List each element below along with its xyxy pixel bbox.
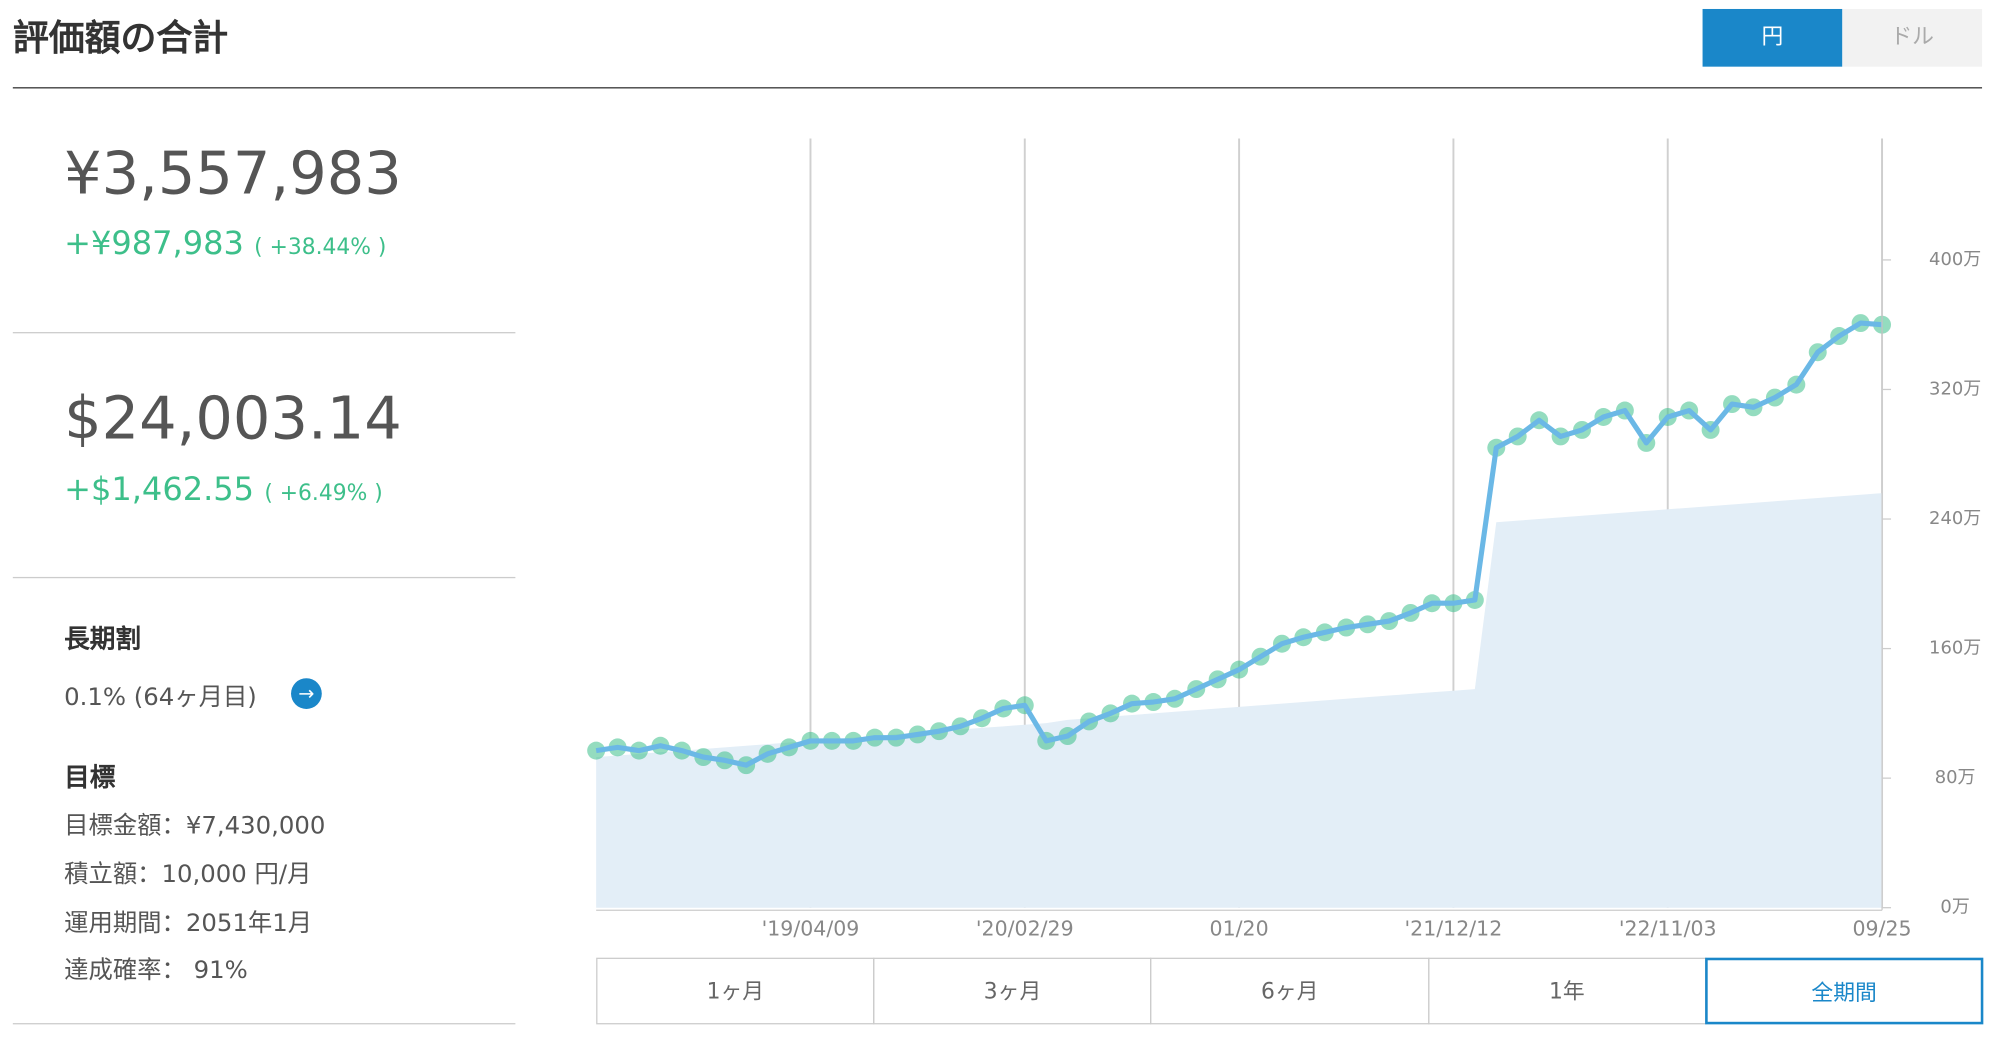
x-tick-label: '19/04/09	[762, 916, 860, 940]
page-title: 評価額の合計	[12, 16, 229, 59]
y-tick-label: 240万	[1929, 508, 1981, 529]
gain-usd: +$1,462.55 ( +6.49% )	[64, 471, 383, 508]
divider	[12, 1023, 516, 1025]
yen-toggle[interactable]: 円	[1702, 8, 1843, 67]
goal-line: 目標金額：¥7,430,000	[64, 811, 326, 840]
discount-title: 長期割	[64, 623, 142, 654]
goal-title: 目標	[64, 761, 116, 793]
y-tick-label: 80万	[1935, 767, 1976, 788]
range-tab[interactable]: 6ヶ月	[1150, 957, 1429, 1025]
gain-usd-value: +$1,462.55	[64, 470, 255, 508]
divider	[12, 332, 516, 334]
discount-text: 0.1% (64ヶ月目)	[64, 683, 257, 712]
gain-jpy-value: +¥987,983	[64, 224, 244, 262]
x-tick-label: 09/25	[1853, 916, 1912, 940]
y-tick-label: 160万	[1929, 638, 1981, 659]
line	[595, 320, 1883, 768]
usd-toggle[interactable]: ドル	[1842, 8, 1983, 67]
area	[596, 493, 1883, 908]
y-tick-label: 0万	[1940, 897, 1969, 918]
x-tick-label: '21/12/12	[1405, 916, 1503, 940]
x-tick-label: 01/20	[1210, 916, 1269, 940]
x-tick-label: '22/11/03	[1619, 916, 1717, 940]
gain-jpy-rate: ( +38.44% )	[254, 234, 387, 261]
total-jpy: ¥3,557,983	[64, 138, 402, 208]
range-tab[interactable]: 全期間	[1704, 957, 1984, 1025]
y-tick-label: 400万	[1929, 249, 1981, 270]
gain-usd-rate: ( +6.49% )	[264, 480, 383, 507]
discount-link[interactable]: →	[291, 678, 322, 709]
total-usd: $24,003.14	[64, 383, 402, 453]
header-rule	[12, 87, 1983, 89]
gain-jpy: +¥987,983 ( +38.44% )	[64, 224, 386, 261]
divider	[12, 576, 516, 579]
goal-line: 達成確率： 91%	[64, 956, 248, 985]
y-tick-label: 320万	[1929, 378, 1981, 399]
range-tab[interactable]: 3ヶ月	[873, 957, 1152, 1025]
goal-line: 運用期間：2051年1月	[64, 908, 313, 938]
goal-line: 積立額：10,000 円/月	[64, 860, 312, 889]
x-tick-label: '20/02/29	[976, 916, 1074, 940]
